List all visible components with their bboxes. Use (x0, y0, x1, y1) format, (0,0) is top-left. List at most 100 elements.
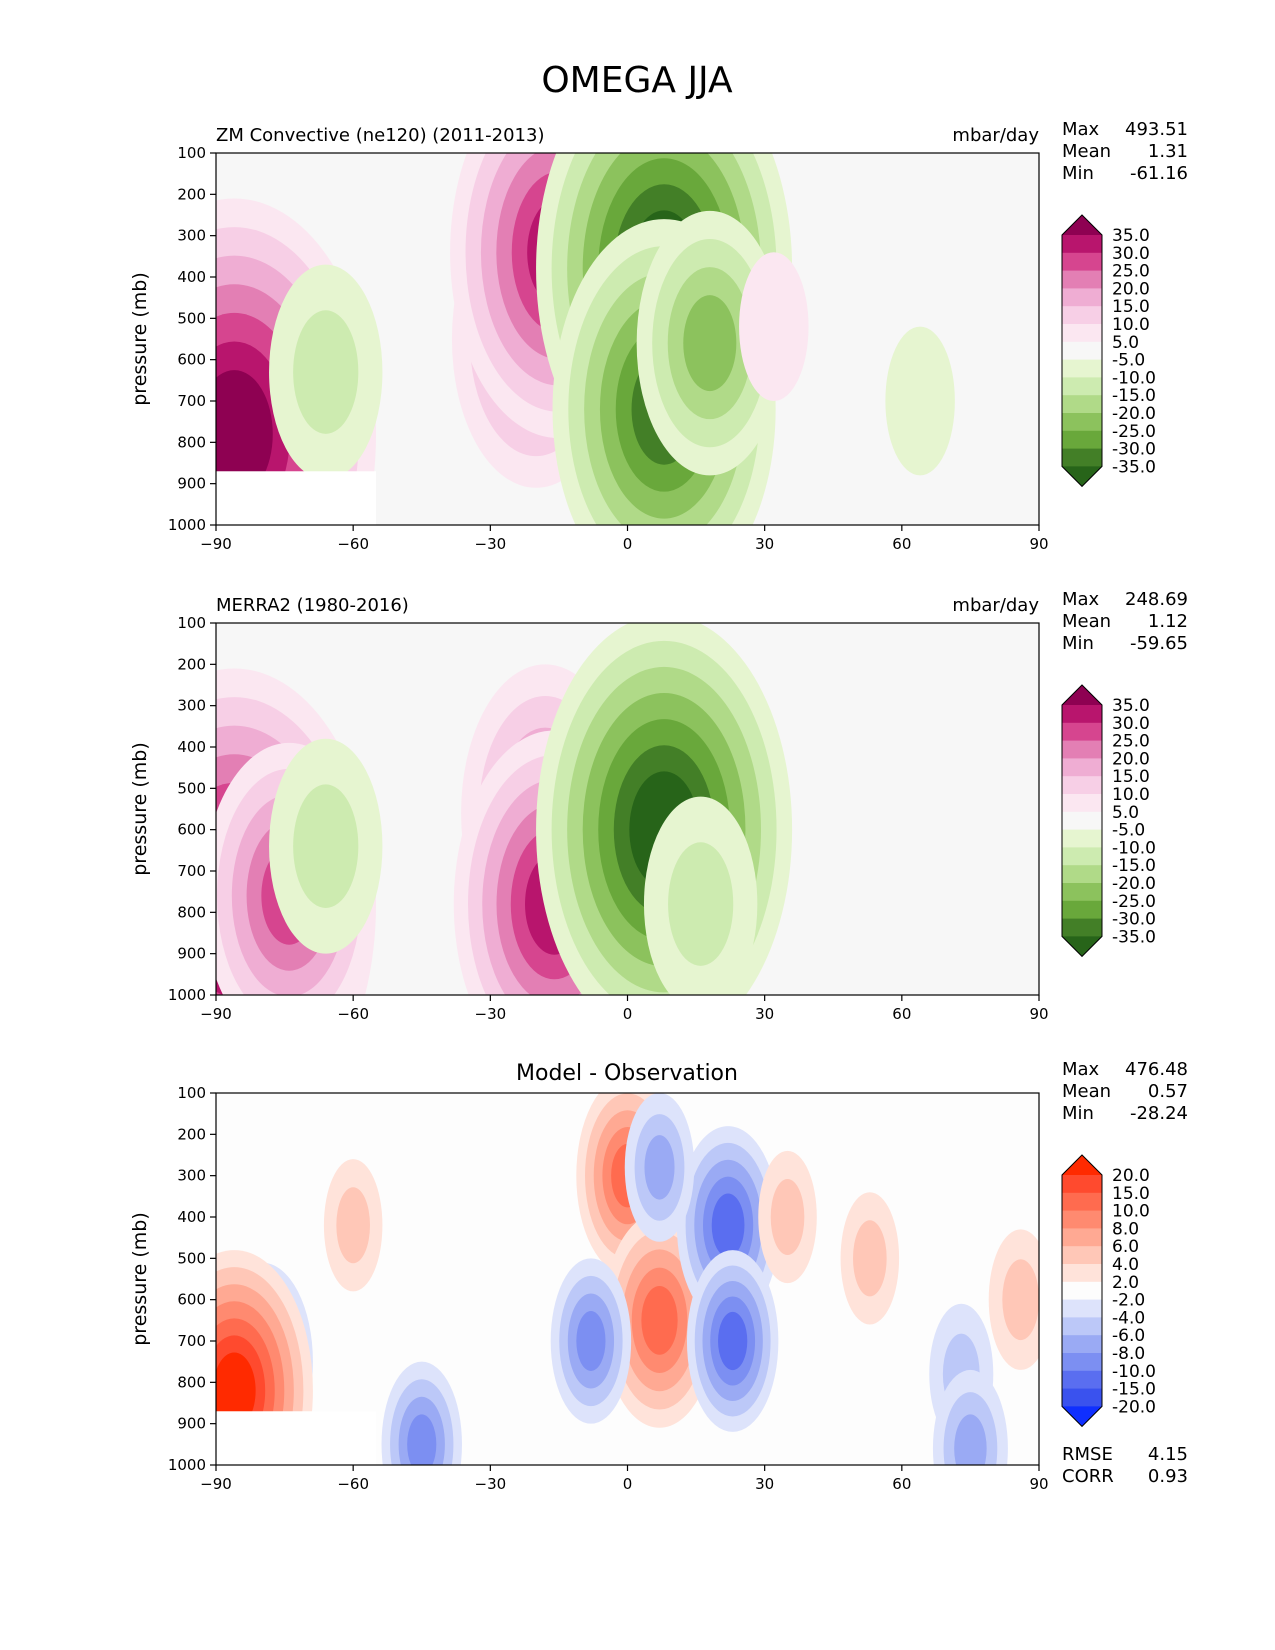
y-tick-label: 200 (177, 1125, 206, 1143)
panel-1-x-ticks: −90 −60 −30 0 30 60 90 (200, 525, 1049, 553)
colorbar-cell (1062, 918, 1102, 937)
panel-3: Model - Observation 10020030040050060070… (129, 1059, 1188, 1493)
panel-3-stat-max-label: Max (1062, 1059, 1100, 1080)
colorbar-cell (1062, 1210, 1102, 1229)
colorbar-cell (1062, 1388, 1102, 1407)
x-tick-label: −60 (337, 1475, 369, 1493)
y-tick-label: 400 (177, 738, 206, 756)
colorbar-label: -25.0 (1112, 892, 1156, 912)
panel-3-contour-field (216, 1093, 1039, 1465)
colorbar-cell (1062, 1228, 1102, 1247)
colorbar-cell (1062, 1370, 1102, 1390)
y-tick-label: 500 (177, 1249, 206, 1267)
colorbar-outline (1061, 1154, 1103, 1428)
colorbar-label: -10.0 (1112, 1362, 1156, 1382)
y-tick-label: 400 (177, 1208, 206, 1226)
x-tick-label: −30 (475, 1475, 507, 1493)
panel-3-corr: 0.93 (1148, 1466, 1188, 1487)
colorbar-label: -8.0 (1112, 1344, 1145, 1364)
panel-2-stat-min: -59.65 (1130, 633, 1188, 654)
colorbar-label: -10.0 (1112, 368, 1156, 388)
contour-level (853, 1220, 887, 1297)
colorbar-label: -35.0 (1112, 927, 1156, 947)
colorbar-label: -35.0 (1112, 457, 1156, 477)
colorbar-label: 8.0 (1112, 1219, 1139, 1239)
y-tick-label: 100 (177, 614, 206, 632)
panel-1-stat-mean-label: Mean (1062, 141, 1111, 162)
colorbar-outline (1061, 684, 1103, 958)
x-tick-label: 90 (1029, 1475, 1048, 1493)
y-tick-label: 1000 (168, 1456, 206, 1474)
colorbar-label: -15.0 (1112, 386, 1156, 406)
contour-level (576, 1311, 606, 1371)
contour-level (683, 295, 737, 392)
colorbar-label: 20.0 (1112, 1166, 1150, 1186)
colorbar-cell (1062, 377, 1102, 396)
y-tick-label: 1000 (168, 986, 206, 1004)
colorbar-label: 10.0 (1112, 1202, 1150, 1222)
colorbar-cell (1062, 847, 1102, 866)
panel-1-colorbar: 35.030.025.020.015.010.05.0-5.0-10.0-15.… (1061, 214, 1156, 488)
panel-2-title: MERRA2 (1980-2016) (216, 595, 409, 616)
colorbar-label: 6.0 (1112, 1237, 1139, 1257)
x-tick-label: 60 (892, 1005, 911, 1023)
colorbar-label: -20.0 (1112, 874, 1156, 894)
panel-3-stat-min: -28.24 (1130, 1103, 1188, 1124)
colorbar-cell (1062, 722, 1102, 742)
colorbar-cap-bottom (1062, 936, 1102, 957)
x-tick-label: 60 (892, 1475, 911, 1493)
colorbar-label: -10.0 (1112, 838, 1156, 858)
y-tick-label: 100 (177, 144, 206, 162)
panel-1-stat-max: 493.51 (1125, 119, 1188, 140)
colorbar-cell (1062, 829, 1102, 848)
panel-1-ylabel: pressure (mb) (129, 272, 151, 406)
colorbar-cell (1062, 1264, 1102, 1283)
panel-1: ZM Convective (ne120) (2011-2013) mbar/d… (129, 119, 1188, 553)
panel-2-stat-mean-label: Mean (1062, 611, 1111, 632)
colorbar-label: 35.0 (1112, 226, 1150, 246)
x-tick-label: −90 (200, 1005, 232, 1023)
panel-3-stat-mean-label: Mean (1062, 1081, 1111, 1102)
colorbar-cell (1062, 1317, 1102, 1336)
contour-level (407, 1414, 437, 1465)
y-tick-label: 700 (177, 862, 206, 880)
panel-3-colorbar: 20.015.010.08.06.04.02.0-2.0-4.0-6.0-8.0… (1061, 1154, 1156, 1428)
colorbar-cell (1062, 811, 1102, 831)
y-tick-label: 1000 (168, 516, 206, 534)
contour-level (1002, 1259, 1039, 1341)
panel-2-stat-max-label: Max (1062, 589, 1100, 610)
colorbar-cell (1062, 794, 1102, 813)
contour-level (293, 310, 359, 434)
contour-level (641, 1285, 678, 1355)
x-tick-label: 0 (623, 1475, 633, 1493)
contour-level (293, 784, 359, 908)
colorbar-label: 15.0 (1112, 1184, 1150, 1204)
colorbar-cap-bottom (1062, 1406, 1102, 1427)
contour-level (954, 1414, 987, 1465)
panel-1-stat-max-label: Max (1062, 119, 1100, 140)
panel-2-stat-min-label: Min (1062, 633, 1094, 654)
panel-2-stat-mean: 1.12 (1148, 611, 1188, 632)
panel-1-units: mbar/day (952, 125, 1039, 146)
colorbar-cell (1062, 359, 1102, 378)
x-tick-label: −90 (200, 1475, 232, 1493)
x-tick-label: −60 (337, 1005, 369, 1023)
colorbar-cap-bottom (1062, 466, 1102, 487)
colorbar-cell (1062, 288, 1102, 307)
colorbar-cell (1062, 900, 1102, 920)
colorbar-cell (1062, 776, 1102, 795)
colorbar-cell (1062, 1299, 1102, 1318)
y-tick-label: 900 (177, 475, 206, 493)
panel-2-stats: Max 248.69 Mean 1.12 Min -59.65 (1062, 589, 1188, 654)
colorbar-label: -15.0 (1112, 856, 1156, 876)
y-tick-label: 700 (177, 392, 206, 410)
colorbar-cap-top (1062, 685, 1102, 705)
colorbar-label: -5.0 (1112, 351, 1145, 371)
contour-level (770, 1178, 805, 1256)
colorbar-cap-top (1062, 1155, 1102, 1175)
panel-2-y-ticks: 100 200 300 400 500 600 700 800 900 1000 (168, 614, 216, 1004)
x-tick-label: 60 (892, 535, 911, 553)
colorbar-label: 15.0 (1112, 767, 1150, 787)
y-tick-label: 900 (177, 945, 206, 963)
colorbar-label: 10.0 (1112, 785, 1150, 805)
